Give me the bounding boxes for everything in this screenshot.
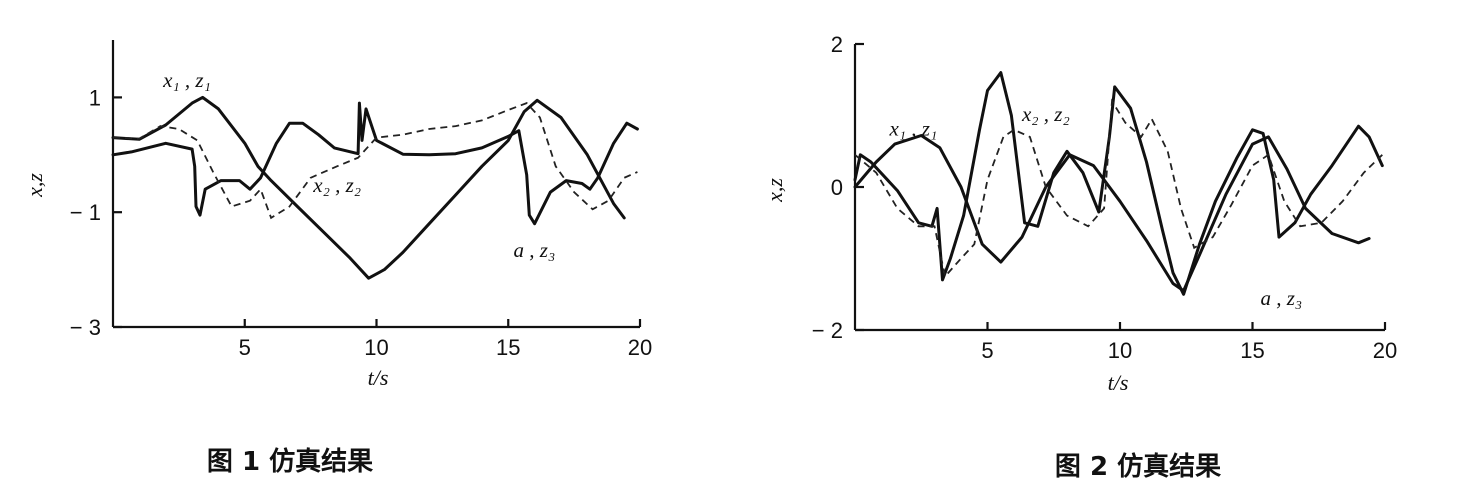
x-tick-label: 10 (364, 335, 388, 360)
figure-caption: 图 2 仿真结果 (1055, 451, 1221, 482)
y-tick-label: 2 (831, 32, 843, 57)
y-tick-label: − 3 (70, 315, 101, 340)
x-tick-label: 5 (981, 338, 993, 363)
figure-caption: 图 1 仿真结果 (207, 446, 373, 477)
series-annotation: a , z₃ (1260, 286, 1302, 310)
y-axis-label: x,z (762, 178, 787, 203)
series-annotation: a , z₃ (514, 238, 556, 262)
x-axis-label: t/s (368, 365, 389, 390)
x-tick-label: 15 (1240, 338, 1264, 363)
x-tick-label: 20 (628, 335, 652, 360)
series-annotation: x₂ , z₂ (1021, 102, 1070, 126)
chart-1: 5 10 15 20 1 − 1 − 3 x,z t/s x₁ , z₁ x₂ , z₂ a , z₃… (22, 40, 652, 477)
x-axis-label: t/s (1108, 370, 1129, 395)
y-tick-label: 0 (831, 175, 843, 200)
series-line-2 (111, 101, 639, 226)
y-tick-label: − 1 (70, 200, 101, 225)
series-line-3 (854, 98, 1383, 279)
y-axis-label: x,z (22, 173, 47, 198)
x-tick-label: 10 (1108, 338, 1132, 363)
series-line-3 (112, 102, 638, 220)
x-tick-label: 20 (1373, 338, 1397, 363)
series-annotation: x₁ , z₁ (888, 117, 937, 141)
series-annotation: x₁ , z₁ (162, 68, 211, 92)
series-line-1 (111, 95, 626, 280)
series-line-2 (853, 71, 1384, 296)
series-annotation: x₂ , z₂ (312, 173, 361, 197)
x-tick-label: 15 (496, 335, 520, 360)
series-line-1 (853, 134, 1371, 293)
x-tick-label: 5 (239, 335, 251, 360)
y-tick-label: − 2 (812, 318, 843, 343)
y-tick-label: 1 (89, 85, 101, 110)
